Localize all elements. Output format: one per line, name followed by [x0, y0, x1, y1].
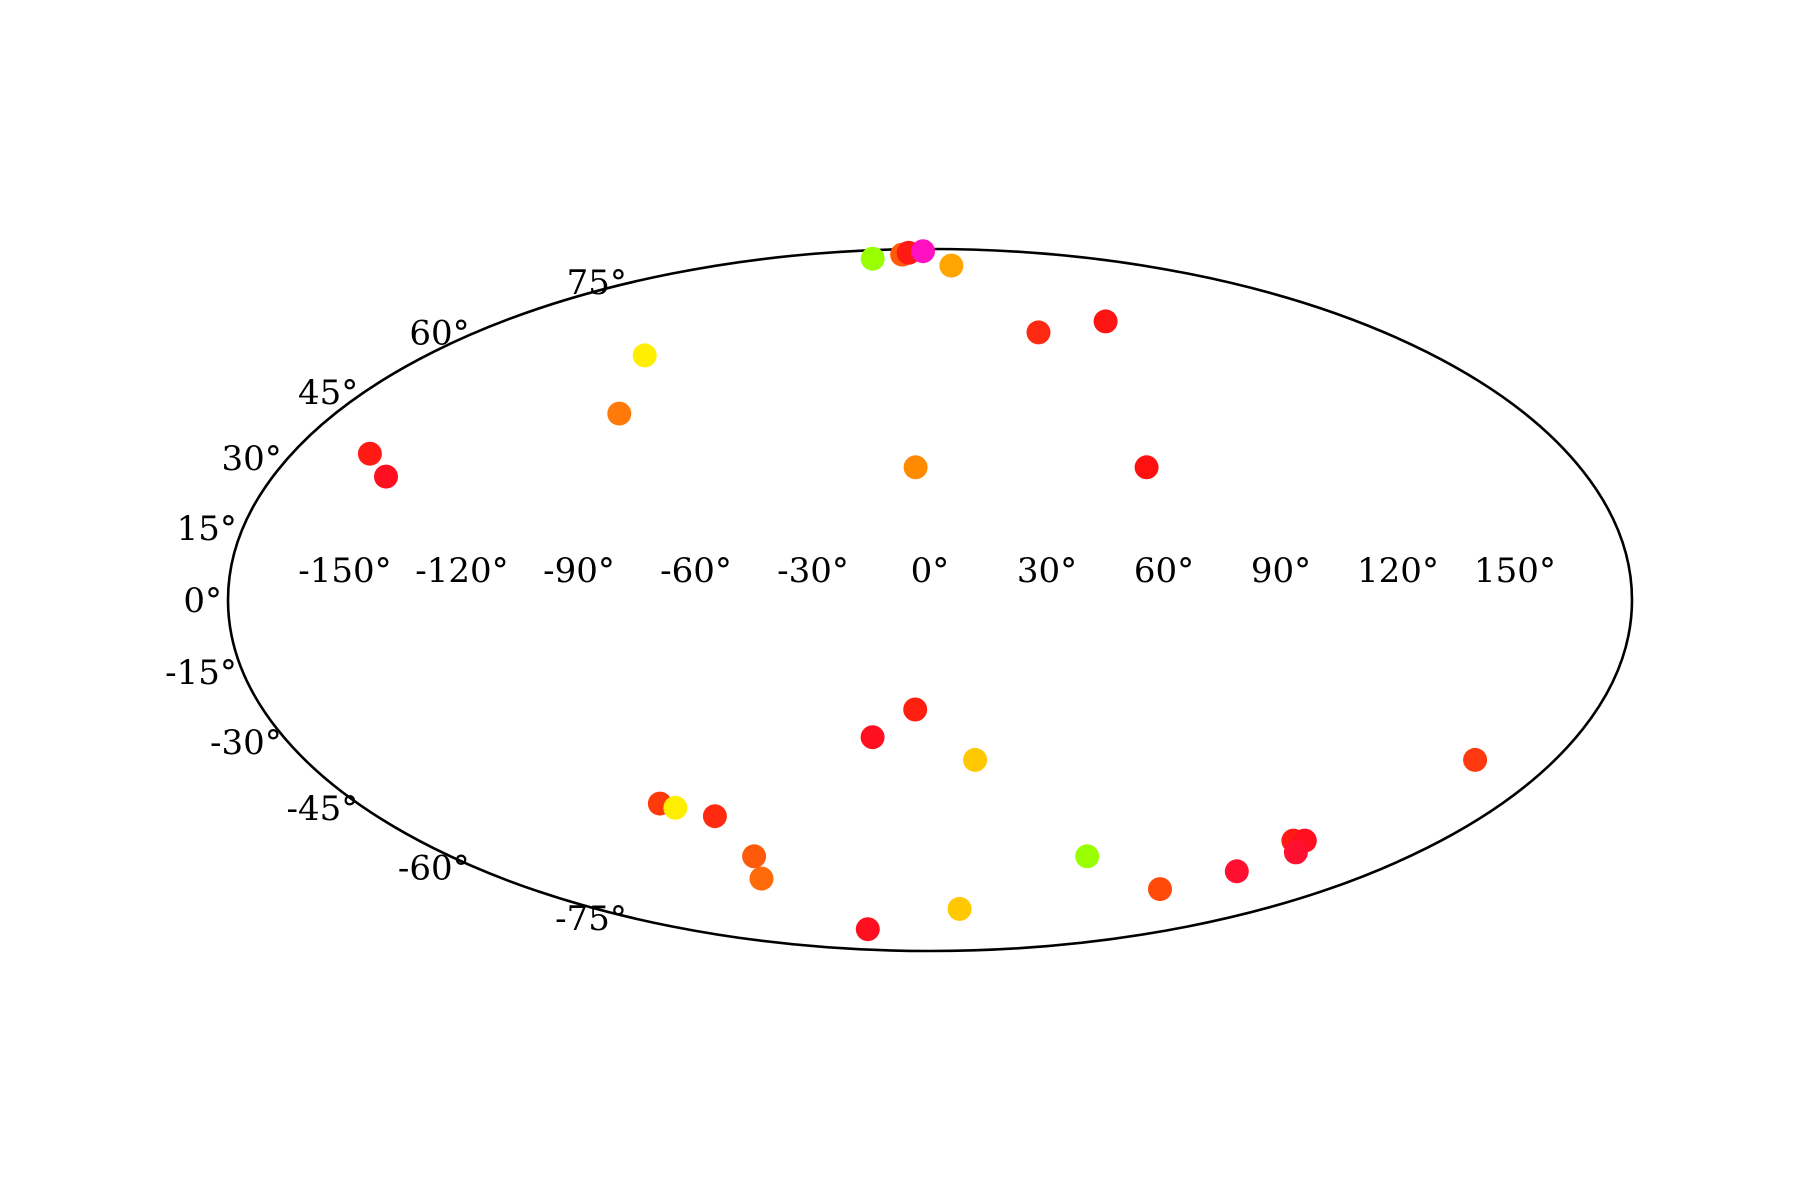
- ytick-label: -15°: [165, 653, 237, 693]
- ytick-label: 0°: [183, 581, 222, 621]
- ytick-label: 75°: [567, 263, 627, 303]
- data-points: [357, 239, 1488, 942]
- xtick-label: -150°: [298, 551, 391, 591]
- xtick-label: 60°: [1134, 551, 1194, 591]
- data-point-25: [1075, 844, 1100, 869]
- longitude-tick-labels: -150° -120° -90° -60° -30° 0° 30° 60° 90…: [298, 551, 1556, 591]
- data-point-4: [607, 401, 632, 426]
- ytick-label: 30°: [222, 439, 282, 479]
- data-point-2: [374, 464, 398, 489]
- ytick-label: 15°: [177, 509, 237, 549]
- data-point-10: [1026, 320, 1051, 345]
- xtick-label: 0°: [911, 551, 950, 591]
- data-point-24: [947, 896, 972, 921]
- data-point-15: [860, 725, 885, 750]
- ytick-label: 60°: [409, 313, 469, 353]
- latitude-tick-labels: -75° -60° -45° -30° -15° 0° 15° 30° 45° …: [165, 263, 627, 939]
- data-point-16: [963, 747, 988, 772]
- data-point-21: [742, 844, 767, 869]
- data-point-13: [1134, 455, 1159, 480]
- xtick-label: -120°: [415, 551, 508, 591]
- map-boundary: [226, 247, 1634, 953]
- data-point-26: [1148, 877, 1172, 902]
- data-point-1: [357, 441, 382, 466]
- xtick-label: -90°: [543, 551, 615, 591]
- data-point-9: [939, 253, 964, 278]
- data-point-8: [911, 239, 935, 264]
- ytick-label: -30°: [210, 723, 282, 763]
- data-point-27: [1224, 859, 1249, 884]
- data-point-17: [1463, 747, 1488, 772]
- xtick-label: 90°: [1251, 551, 1311, 591]
- data-point-3: [632, 343, 657, 368]
- data-point-14: [903, 697, 928, 722]
- xtick-label: -30°: [777, 551, 849, 591]
- ytick-label: 45°: [298, 373, 358, 413]
- data-point-11: [1093, 309, 1118, 334]
- data-point-5: [860, 246, 885, 271]
- data-point-23: [855, 917, 880, 942]
- xtick-label: 150°: [1474, 551, 1556, 591]
- data-point-19: [663, 795, 688, 820]
- xtick-label: 30°: [1017, 551, 1077, 591]
- ytick-label: -75°: [555, 899, 627, 939]
- ytick-label: -60°: [398, 849, 470, 889]
- data-point-30: [1283, 840, 1308, 865]
- xtick-label: 120°: [1357, 551, 1439, 591]
- data-point-20: [702, 804, 727, 829]
- data-point-12: [903, 455, 928, 480]
- data-point-22: [749, 866, 774, 891]
- ytick-label: -45°: [287, 789, 359, 829]
- xtick-label: -60°: [660, 551, 732, 591]
